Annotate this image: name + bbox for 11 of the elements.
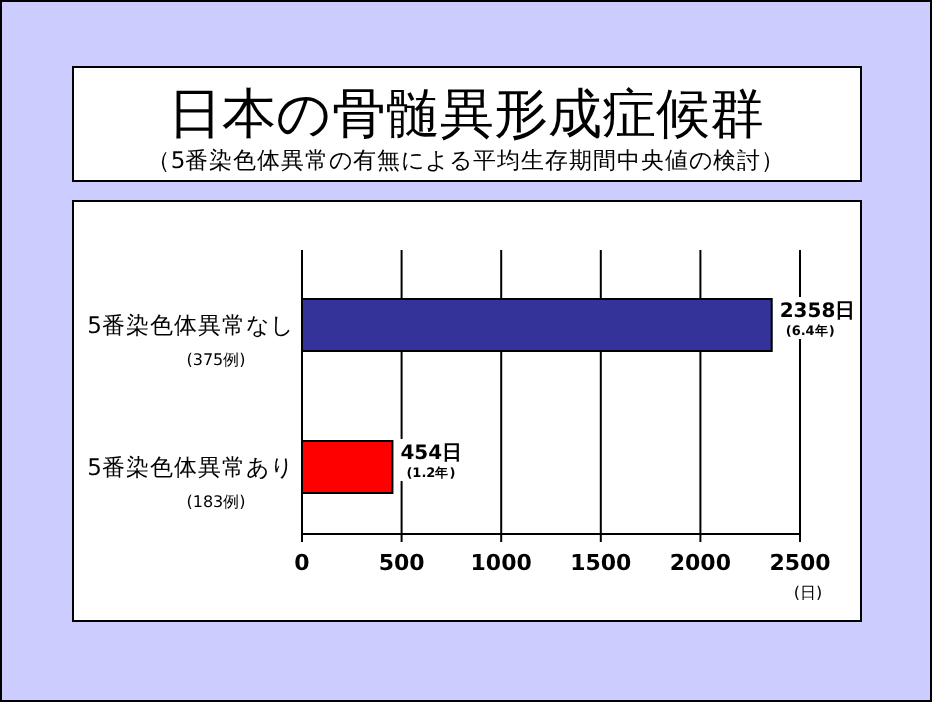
y-tick-label: 5番染色体異常なし (375例) [87, 311, 294, 369]
y-tick-label: 5番染色体異常あり (183例) [87, 453, 294, 511]
x-tick-label: 1000 [470, 550, 533, 576]
x-axis-title: (日) [793, 584, 823, 602]
x-tick-label: 500 [378, 550, 426, 576]
x-tick-label: 0 [294, 550, 311, 576]
title: 日本の骨髄異形成症候群 [168, 84, 764, 146]
x-tick-label: 2000 [669, 550, 732, 576]
x-tick-label: 1500 [570, 550, 633, 576]
chart-subtitle: （5番染色体異常の有無による平均生存期間中央値の検討） [146, 146, 786, 174]
x-tick-label: 2500 [769, 550, 832, 576]
